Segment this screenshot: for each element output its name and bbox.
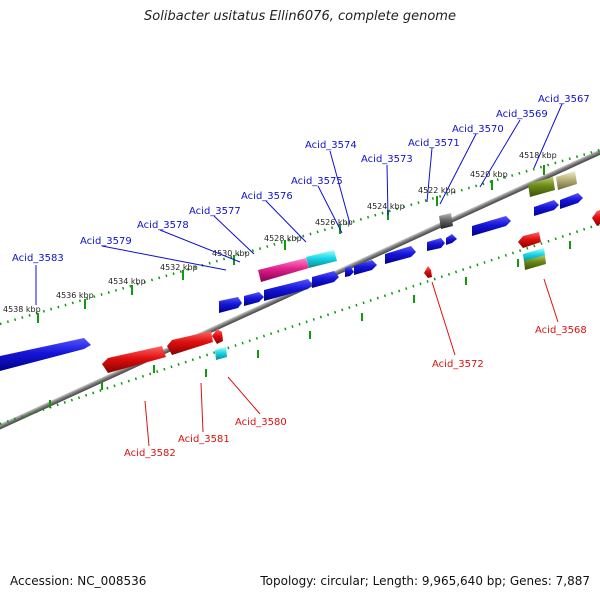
gene-arrow[interactable] — [472, 216, 511, 236]
gene-label[interactable]: Acid_3582 — [124, 448, 176, 459]
gene-label[interactable]: Acid_3576 — [241, 191, 293, 202]
gene-box[interactable] — [524, 255, 546, 270]
scale-tick-label: 4530 kbp — [212, 249, 250, 258]
gene-arrow[interactable] — [354, 260, 377, 275]
scale-tick-label: 4532 kbp — [160, 263, 198, 272]
gene-arrow[interactable] — [446, 234, 457, 245]
gene-arrow[interactable] — [534, 200, 559, 216]
gene-arrow[interactable] — [102, 346, 166, 373]
gene-label[interactable]: Acid_3575 — [291, 176, 343, 187]
highlighted-genes — [215, 171, 577, 360]
gene-label[interactable]: Acid_3569 — [496, 109, 548, 120]
gene-box[interactable] — [523, 248, 545, 262]
leader-lines-bottom — [144, 278, 559, 447]
gene-box[interactable] — [215, 347, 227, 360]
scale-tick-label: 4538 kbp — [3, 305, 41, 314]
gene-arrow[interactable] — [592, 210, 600, 226]
gene-arrow[interactable] — [312, 271, 339, 288]
gene-label[interactable]: Acid_3579 — [80, 236, 132, 247]
gene-label[interactable]: Acid_3568 — [535, 325, 587, 336]
gene-arrow[interactable] — [385, 246, 416, 264]
gene-arrow[interactable] — [424, 266, 432, 278]
gene-arrow[interactable] — [219, 297, 242, 313]
gene-arrow[interactable] — [264, 279, 312, 301]
accession-text: Accession: NC_008536 — [10, 574, 147, 588]
gene-label[interactable]: Acid_3567 — [538, 94, 590, 105]
gene-arrow[interactable] — [560, 193, 583, 209]
forward-genes — [0, 193, 583, 371]
gene-arrow[interactable] — [0, 338, 91, 371]
gene-arrow[interactable] — [212, 329, 223, 344]
gene-arrow[interactable] — [427, 238, 445, 251]
scale-track-lower — [0, 222, 600, 426]
scale-tick-label: 4526 kbp — [315, 218, 353, 227]
gene-arrow[interactable] — [244, 292, 264, 306]
gene-label[interactable]: Acid_3570 — [452, 124, 504, 135]
gene-box[interactable] — [306, 250, 337, 268]
gene-label[interactable]: Acid_3580 — [235, 417, 287, 428]
gene-label[interactable]: Acid_3572 — [432, 359, 484, 370]
scale-tick-label: 4536 kbp — [56, 291, 94, 300]
scale-tick-label: 4522 kbp — [418, 186, 456, 195]
gene-label[interactable]: Acid_3583 — [12, 253, 64, 264]
gene-label[interactable]: Acid_3578 — [137, 220, 189, 231]
gene-label[interactable]: Acid_3581 — [178, 434, 230, 445]
gene-label[interactable]: Acid_3577 — [189, 206, 241, 217]
leader-lines-top — [35, 103, 563, 305]
scale-tick-label: 4524 kbp — [367, 202, 405, 211]
gene-label[interactable]: Acid_3573 — [361, 154, 413, 165]
gene-arrow[interactable] — [518, 232, 541, 248]
gene-box[interactable] — [528, 177, 555, 197]
gene-box[interactable] — [258, 258, 309, 282]
scale-tick-label: 4534 kbp — [108, 277, 146, 286]
scale-tick-label: 4520 kbp — [470, 170, 508, 179]
gene-arrow[interactable] — [167, 331, 213, 355]
gene-box[interactable] — [556, 171, 577, 190]
gene-arrow[interactable] — [345, 266, 354, 277]
genome-info-text: Topology: circular; Length: 9,965,640 bp… — [260, 574, 590, 588]
gene-box[interactable] — [439, 213, 453, 229]
scale-tick-label: 4528 kbp — [264, 234, 302, 243]
gene-label[interactable]: Acid_3574 — [305, 140, 357, 151]
major-ticks-lower — [49, 241, 571, 408]
reverse-genes — [102, 210, 600, 373]
map-title: Solibacter usitatus Ellin6076, complete … — [144, 9, 456, 24]
gene-label[interactable]: Acid_3571 — [408, 138, 460, 149]
scale-tick-label: 4518 kbp — [519, 151, 557, 160]
